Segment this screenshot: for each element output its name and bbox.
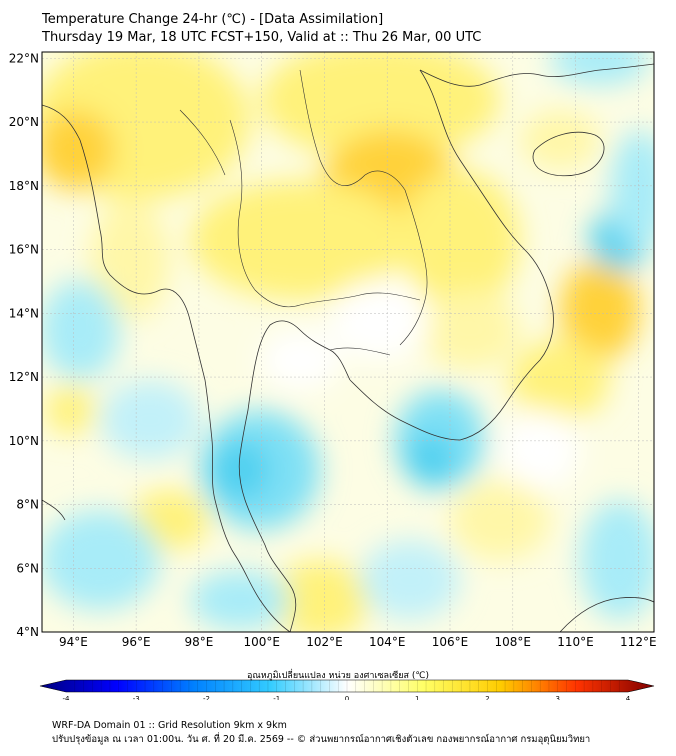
title-line-1: Temperature Change 24-hr (℃) - [Data Ass… xyxy=(42,12,384,27)
footer-line-1: WRF-DA Domain 01 :: Grid Resolution 9km … xyxy=(52,720,287,731)
colorbar-tick-label: -2 xyxy=(203,695,210,700)
lon-tick-label: 98°E xyxy=(184,635,213,649)
colorbar-tick-label: 1 xyxy=(415,695,419,700)
coastlines-and-borders xyxy=(42,63,654,632)
title-line-2: Thursday 19 Mar, 18 UTC FCST+150, Valid … xyxy=(42,30,482,45)
lat-tick-label: 12°N xyxy=(9,370,39,384)
lat-tick-label: 4°N xyxy=(16,625,39,639)
lon-tick-label: 100°E xyxy=(243,635,280,649)
colorbar-tick-label: 4 xyxy=(626,695,631,700)
lon-tick-label: 108°E xyxy=(495,635,532,649)
lon-tick-label: 96°E xyxy=(122,635,151,649)
lon-tick-label: 112°E xyxy=(620,635,657,649)
map-frame-border xyxy=(41,51,655,633)
temperature-field xyxy=(42,52,654,632)
footer: WRF-DA Domain 01 :: Grid Resolution 9km … xyxy=(52,719,590,747)
colorbar-ticks: -4 -3 -2 -1 0 1 2 3 4 xyxy=(63,695,631,700)
colorbar-title: อุณหภูมิเปลี่ยนแปลง หน่วย องศาเซลเซียส (… xyxy=(246,671,430,681)
colorbar-tick-label: 3 xyxy=(556,695,560,700)
footer-line-2: ปรับปรุงข้อมูล ณ เวลา 01:00น. วัน ศ. ที่… xyxy=(52,734,591,745)
map-title: Temperature Change 24-hr (℃) - [Data Ass… xyxy=(42,11,481,47)
lat-tick-label: 8°N xyxy=(16,498,39,512)
lat-tick-label: 10°N xyxy=(9,434,39,448)
lat-tick-label: 20°N xyxy=(9,115,39,129)
lon-tick-label: 110°E xyxy=(557,635,594,649)
colorbar-tick-label: -1 xyxy=(273,695,280,700)
lon-tick-label: 94°E xyxy=(59,635,88,649)
latitude-labels: 22°N 20°N 18°N 16°N 14°N 12°N 10°N 8°N 6°N 4°N xyxy=(9,51,39,639)
lat-tick-label: 16°N xyxy=(9,243,39,257)
lat-tick-label: 22°N xyxy=(9,51,39,65)
colorbar-tick-label: -3 xyxy=(133,695,140,700)
map-figure: 22°N 20°N 18°N 16°N 14°N 12°N 10°N 8°N 6°N 4°N 94… xyxy=(9,51,657,700)
colorbar: -4 -3 -2 -1 0 1 2 3 4 xyxy=(39,679,655,700)
colorbar-tick-label: -4 xyxy=(63,695,71,700)
lon-tick-label: 106°E xyxy=(432,635,469,649)
lon-tick-label: 104°E xyxy=(369,635,406,649)
lat-tick-label: 14°N xyxy=(9,306,39,320)
lat-tick-label: 6°N xyxy=(16,561,39,575)
lat-tick-label: 18°N xyxy=(9,179,39,193)
colorbar-tick-label: 2 xyxy=(485,695,489,700)
lon-tick-label: 102°E xyxy=(306,635,343,649)
longitude-labels: 94°E 96°E 98°E 100°E 102°E 104°E 106°E 108°E 110… xyxy=(59,635,657,649)
colorbar-tick-label: 0 xyxy=(345,695,349,700)
